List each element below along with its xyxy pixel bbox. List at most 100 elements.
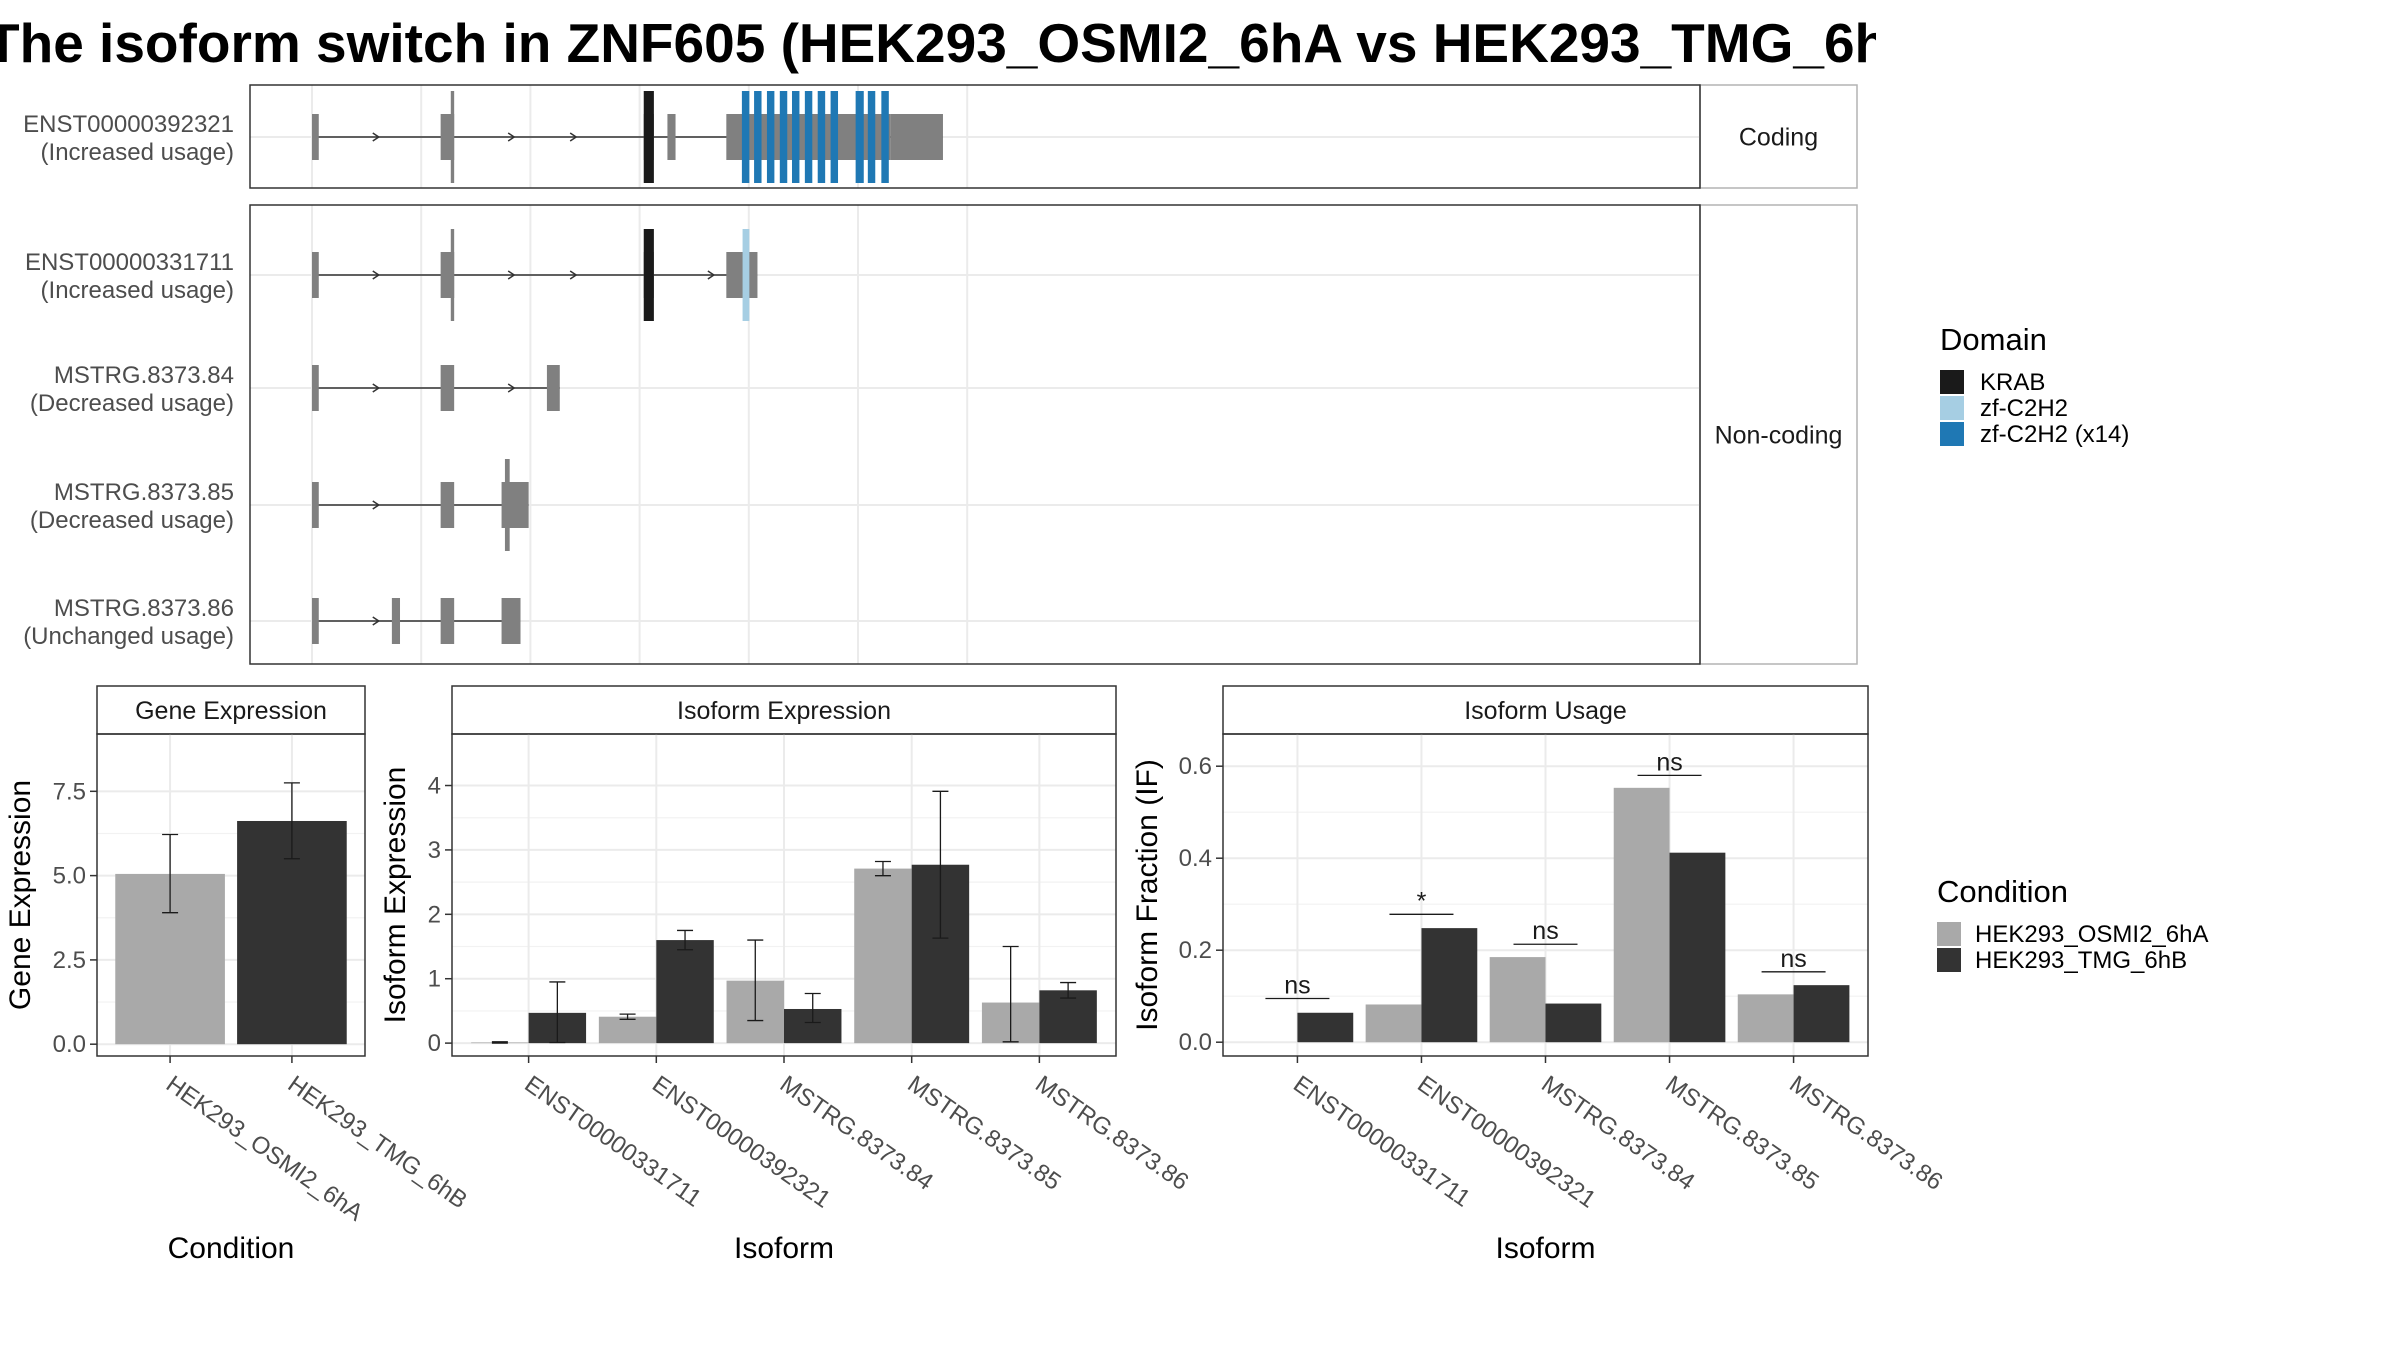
facet-strip [1699, 204, 1858, 665]
transcript-usage-label: (Increased usage) [41, 277, 234, 304]
facet-label: Coding [1739, 124, 1818, 152]
legend-swatch [1937, 922, 1961, 946]
domain-zf-c2h2-x14- [741, 91, 750, 183]
exon [501, 598, 521, 644]
bar [598, 1016, 657, 1044]
exon [312, 598, 319, 644]
exon [440, 365, 455, 411]
bar [854, 868, 912, 1044]
y-tick-label: 0 [428, 1030, 441, 1057]
bar [1793, 985, 1850, 1043]
strand-arrow [507, 132, 516, 142]
y-tick-label: 3 [428, 837, 441, 864]
significance-label: * [1417, 887, 1427, 915]
y-axis-label: Gene Expression [4, 780, 37, 1010]
exon [546, 365, 560, 411]
y-tick-label: 0.0 [53, 1031, 86, 1058]
strand-arrow [372, 132, 381, 142]
panel-title: Isoform Usage [1464, 697, 1627, 725]
strand-arrow [569, 132, 578, 142]
significance-label: ns [1780, 945, 1806, 973]
legend-label: zf-C2H2 (x14) [1980, 421, 2129, 448]
facet-strip [1699, 84, 1858, 189]
strand-arrow [507, 270, 516, 280]
legend-label: HEK293_TMG_6hB [1975, 947, 2187, 974]
y-axis-label: Isoform Fraction (IF) [1131, 759, 1164, 1031]
strand-arrow [372, 616, 381, 626]
y-tick-label: 2 [428, 901, 441, 928]
panel-border [249, 84, 1701, 189]
y-tick-label: 0.6 [1179, 753, 1212, 780]
exon-tall [450, 91, 455, 183]
domain-zf-c2h2-x14- [881, 91, 889, 183]
significance-label: ns [1532, 917, 1558, 945]
y-tick-label: 0.4 [1179, 845, 1212, 872]
exon [391, 598, 401, 644]
x-tick-label: HEK293_OSMI2_6hA [161, 1071, 368, 1227]
exon-tall [504, 459, 510, 551]
bar [1297, 1012, 1354, 1043]
bar [1613, 787, 1670, 1043]
bar [1489, 957, 1546, 1043]
domain-zf-c2h2-x14- [804, 91, 813, 183]
strand-arrow [372, 383, 381, 393]
bar [1669, 852, 1726, 1043]
y-tick-label: 2.5 [53, 947, 86, 974]
x-axis-label: Condition [168, 1232, 295, 1265]
domain-krab [643, 229, 654, 321]
transcript-MSTRG.8373.85 [312, 459, 529, 551]
y-tick-label: 1 [428, 966, 441, 993]
exon [312, 114, 319, 160]
facet-strip [96, 685, 366, 735]
domain-krab [643, 91, 654, 183]
exon [312, 252, 319, 298]
domain-zf-c2h2-x14- [766, 91, 775, 183]
bar [1039, 990, 1097, 1044]
facet-strip [451, 685, 1117, 735]
strand-arrow [707, 270, 716, 280]
transcript-MSTRG.8373.86 [312, 598, 521, 644]
legend-swatch [1940, 396, 1964, 420]
domain-zf-c2h2-x14- [791, 91, 800, 183]
transcript-id-label: ENST00000392321 [23, 111, 234, 138]
bar [1545, 1003, 1602, 1043]
strand-arrow [507, 383, 516, 393]
exon [312, 365, 319, 411]
legend-label: KRAB [1980, 369, 2045, 396]
chart-title: The isoform switch in ZNF605 (HEK293_OSM… [0, 12, 1876, 74]
exon-utr [890, 114, 943, 160]
x-axis-label: Isoform [734, 1232, 834, 1265]
legend-swatch [1940, 422, 1964, 446]
transcript-id-label: MSTRG.8373.84 [54, 362, 234, 389]
significance-label: ns [1656, 748, 1682, 776]
exon [667, 114, 676, 160]
exon-tall [450, 229, 455, 321]
bar [1421, 928, 1478, 1043]
domain-zf-c2h2-x14- [830, 91, 839, 183]
domain-zf-c2h2-x14- [817, 91, 826, 183]
exon [726, 252, 758, 298]
facet-strip [1222, 685, 1869, 735]
transcript-MSTRG.8373.84 [312, 365, 560, 411]
domain-zf-c2h2-x14- [779, 91, 788, 183]
legend-title: Condition [1937, 874, 2068, 909]
y-tick-label: 4 [428, 773, 441, 800]
transcript-usage-label: (Unchanged usage) [23, 623, 234, 650]
y-tick-label: 7.5 [53, 778, 86, 805]
y-tick-label: 5.0 [53, 863, 86, 890]
transcript-id-label: ENST00000331711 [25, 249, 234, 276]
bar [1365, 1004, 1422, 1043]
panel-title: Isoform Expression [677, 697, 891, 725]
domain-zf-c2h2-x14- [754, 91, 762, 183]
facet-label: Non-coding [1715, 422, 1843, 450]
panel-background [250, 205, 1700, 664]
transcript-usage-label: (Decreased usage) [30, 507, 234, 534]
legend-title: Domain [1940, 322, 2047, 357]
transcript-id-label: MSTRG.8373.85 [54, 479, 234, 506]
significance-label: ns [1284, 972, 1310, 1000]
legend-swatch [1937, 948, 1961, 972]
panel-border [249, 204, 1701, 665]
domain-zf-c2h2 [742, 229, 750, 321]
bar [1737, 994, 1794, 1043]
